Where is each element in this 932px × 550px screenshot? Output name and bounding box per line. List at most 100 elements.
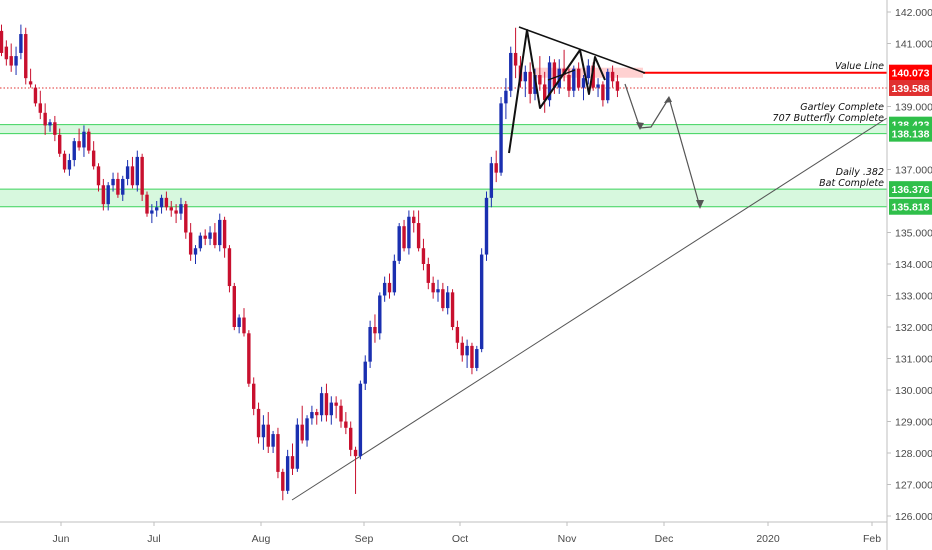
candle-body [450, 292, 455, 327]
candle [581, 75, 586, 101]
candle-body [184, 204, 188, 233]
price-badge-label: 138.138 [892, 129, 930, 141]
candle-body [557, 68, 561, 88]
candle [276, 427, 280, 479]
x-tick-label: Feb [863, 533, 881, 545]
candle [208, 226, 212, 246]
candle-body [470, 345, 474, 368]
candle-body [43, 112, 47, 126]
candle [310, 405, 314, 425]
candle-body [596, 84, 600, 88]
x-ticks[interactable]: Jun Jul Aug Sep Oct Nov Dec 2020 Feb [53, 522, 882, 545]
candle-body [513, 52, 518, 66]
candle [489, 156, 494, 208]
candle [426, 257, 430, 290]
candle [140, 153, 144, 201]
candle-body [232, 286, 236, 327]
price-badge-label: 136.376 [892, 184, 930, 196]
candle [606, 68, 610, 104]
wedge-top-line [518, 26, 646, 74]
candle-body [237, 317, 241, 327]
candle [470, 342, 474, 375]
candle-body [319, 393, 324, 416]
candle-body [159, 197, 164, 208]
candle-body [227, 248, 232, 287]
candle [586, 59, 591, 85]
candle-body [567, 75, 571, 91]
wedge-bottom-line [547, 69, 576, 81]
candle-body [382, 282, 387, 296]
x-tick-label: Sep [355, 533, 374, 545]
candle [315, 408, 319, 425]
candle-body [77, 141, 81, 148]
candle-body [606, 71, 610, 101]
candle [14, 46, 18, 75]
candle [300, 405, 304, 444]
candle [319, 386, 324, 422]
candle [528, 62, 532, 104]
price-badges: 140.073139.588138.423138.138136.376135.8… [889, 64, 932, 215]
candle-body [276, 434, 280, 472]
candle [547, 56, 552, 107]
candle [155, 201, 159, 217]
candle [4, 40, 9, 66]
annotation-gartley: Gartley Complete 707 Butterfly Complete [773, 102, 885, 124]
candle [285, 449, 290, 494]
candle-body [533, 75, 537, 94]
candle-body [38, 103, 42, 113]
candle [455, 320, 460, 350]
candle [72, 138, 76, 167]
candle [106, 182, 110, 211]
annotation-bat-line1: Daily .382 [836, 167, 884, 178]
y-ticks[interactable]: 142.000 141.000 139.000 137.000 135.000 134.0… [887, 7, 932, 523]
candle [232, 282, 236, 331]
candle-body [484, 197, 489, 255]
candle-body [576, 68, 581, 88]
candle [213, 223, 217, 249]
y-tick-label: 141.000 [895, 39, 932, 51]
candle-body [349, 427, 353, 450]
candle-body [426, 264, 430, 283]
candle [150, 204, 154, 224]
candle-body [441, 289, 445, 309]
candle [242, 308, 246, 337]
candle-body [581, 78, 586, 88]
candle-body [0, 30, 4, 53]
candle [58, 128, 62, 157]
candle-body [339, 405, 343, 422]
candle-body [402, 226, 406, 249]
candle-body [4, 46, 9, 60]
candle-body [392, 260, 397, 293]
candle [416, 210, 421, 252]
candle-body [96, 166, 101, 186]
pattern-drawings [508, 26, 704, 209]
candle-body [475, 349, 479, 368]
candle [407, 210, 411, 255]
candle [9, 43, 13, 72]
candle-body [155, 207, 159, 211]
candle-body [247, 333, 251, 384]
candle-body [460, 342, 464, 356]
y-tick-label: 126.000 [895, 511, 932, 523]
candle-body [494, 163, 498, 173]
candle-body [91, 150, 96, 167]
candle-body [552, 62, 557, 88]
candle [188, 223, 193, 261]
x-tick-label: Nov [558, 533, 577, 545]
candle-body [87, 131, 91, 151]
candle-body [397, 226, 401, 261]
candle [271, 430, 275, 453]
candle [601, 81, 605, 107]
annotation-bat-line2: Bat Complete [819, 178, 884, 189]
candle-body [9, 56, 13, 66]
price-badge-box [889, 125, 932, 142]
y-tick-label: 135.000 [895, 228, 932, 240]
candle-body [53, 122, 57, 135]
candle-body [271, 434, 275, 447]
candle-body [373, 327, 377, 334]
candle-body [479, 254, 484, 350]
candle-body [305, 418, 309, 441]
candle-body [416, 223, 421, 249]
